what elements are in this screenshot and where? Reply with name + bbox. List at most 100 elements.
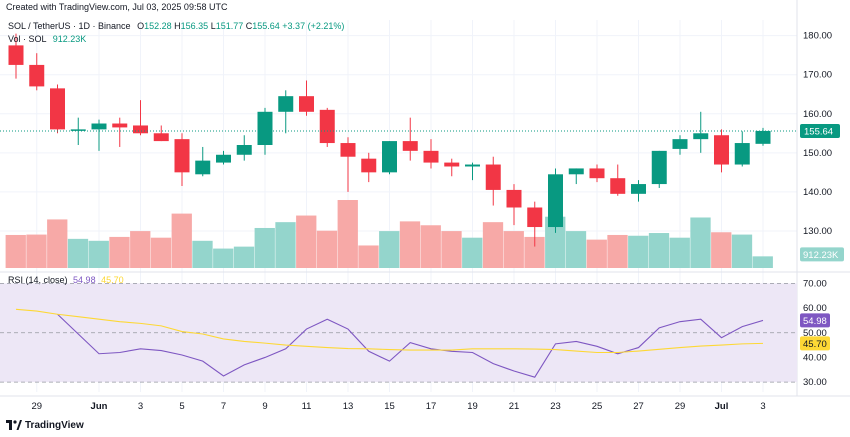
- time-tick-label: 29: [31, 401, 42, 412]
- volume-bar: [524, 236, 545, 268]
- candle-body: [527, 207, 543, 228]
- volume-bar: [130, 231, 151, 268]
- volume-bar: [462, 237, 483, 268]
- open-value: 152.28: [144, 21, 172, 31]
- time-tick-label: Jul: [715, 401, 729, 412]
- candle-body: [734, 143, 750, 165]
- rsi-tick-label: 30.00: [803, 377, 827, 388]
- rsi-band: [0, 283, 797, 383]
- symbol-title[interactable]: SOL / TetherUS · 1D · Binance: [8, 21, 131, 31]
- candle-body: [8, 45, 24, 65]
- candle-body: [755, 130, 771, 144]
- candle-body: [195, 160, 211, 175]
- open-label: O: [137, 21, 145, 31]
- candle-body: [236, 145, 252, 155]
- ohlc-legend: SOL / TetherUS · 1D · Binance O152.28 H1…: [8, 21, 344, 31]
- candle-body: [672, 139, 688, 149]
- candle-body: [382, 141, 397, 173]
- time-tick-label: 7: [221, 401, 226, 412]
- volume-bar: [399, 221, 421, 268]
- candle-body: [631, 184, 646, 194]
- created-caption: Created with TradingView.com, Jul 03, 20…: [6, 2, 228, 12]
- candle-body: [340, 143, 356, 157]
- candle-body: [402, 141, 418, 151]
- candle-body: [651, 150, 667, 185]
- time-tick-label: 25: [592, 401, 603, 412]
- volume-bar: [192, 240, 213, 268]
- volume-bar: [441, 231, 462, 268]
- candle-body: [485, 164, 501, 190]
- volume-bar: [150, 237, 172, 268]
- candle-body: [610, 178, 626, 194]
- rsi-ma-tag: [800, 336, 830, 351]
- candle-body: [70, 129, 86, 131]
- candle-body: [548, 174, 563, 228]
- change-value: +3.37 (+2.21%): [282, 21, 345, 31]
- rsi-ma-legend-value: 45.70: [101, 275, 124, 285]
- candle-body: [465, 164, 480, 167]
- price-tick-label: 140.00: [803, 187, 832, 198]
- time-tick-label: 3: [760, 401, 765, 412]
- candle-body: [319, 109, 335, 144]
- candle-body: [361, 158, 377, 173]
- volume-bar: [67, 238, 89, 268]
- tradingview-logo-text: TradingView: [25, 419, 84, 431]
- volume-legend: Vol · SOL 912.23K: [8, 34, 86, 44]
- time-tick-label: 27: [633, 401, 644, 412]
- rsi-legend-value: 54.98: [73, 275, 96, 285]
- volume-bar: [47, 219, 68, 268]
- candle-body: [299, 96, 314, 112]
- volume-bar: [316, 230, 338, 268]
- volume-bar: [26, 234, 47, 268]
- candle-body: [112, 123, 128, 128]
- time-tick-label: 23: [550, 401, 561, 412]
- volume-bar: [420, 225, 441, 268]
- volume-bar: [275, 222, 296, 268]
- time-tick-label: 13: [343, 401, 354, 412]
- volume-bar: [88, 240, 109, 268]
- rsi-legend-label[interactable]: RSI (14, close): [8, 275, 68, 285]
- rsi-tick-label: 50.00: [803, 328, 827, 339]
- volume-bar: [337, 200, 358, 268]
- volume-bar: [109, 236, 130, 268]
- high-value: 156.35: [180, 21, 209, 31]
- candle-body: [568, 168, 584, 175]
- candle-body: [693, 133, 709, 140]
- time-tick-label: 9: [262, 401, 267, 412]
- volume-label[interactable]: Vol · SOL: [8, 34, 47, 44]
- candle-body: [216, 154, 231, 163]
- tradingview-logo[interactable]: TradingView: [6, 418, 84, 432]
- rsi-value-tag-label: 54.98: [803, 316, 827, 327]
- rsi-ma-line: [15, 308, 764, 354]
- volume-bar: [711, 232, 732, 268]
- price-tick-label: 160.00: [803, 109, 832, 120]
- volume-bar: [233, 246, 255, 268]
- volume-bar: [213, 248, 234, 268]
- volume-bar: [648, 233, 670, 268]
- tradingview-logo-icon: [6, 420, 22, 430]
- volume-bar: [296, 215, 317, 268]
- low-label: L: [210, 21, 216, 31]
- volume-bar: [503, 231, 524, 268]
- rsi-legend: RSI (14, close) 54.98 45.70: [8, 275, 124, 285]
- time-tick-label: 3: [138, 401, 143, 412]
- volume-bar: [586, 239, 607, 268]
- time-tick-label: 21: [509, 401, 520, 412]
- candle-body: [91, 123, 107, 130]
- low-value: 151.77: [215, 21, 244, 31]
- volume-bar: [565, 231, 587, 268]
- volume-bar: [731, 234, 753, 268]
- volume-bar: [171, 213, 192, 268]
- time-tick-label: Jun: [91, 401, 108, 412]
- rsi-line: [57, 313, 764, 378]
- price-tick-label: 170.00: [803, 70, 832, 81]
- volume-bar: [358, 245, 379, 268]
- candle-body: [444, 162, 460, 167]
- price-tick-label: 150.00: [803, 148, 832, 159]
- last-price-tag: [800, 123, 840, 138]
- candle-body: [589, 168, 605, 179]
- volume-bar: [5, 234, 26, 268]
- time-tick-label: 29: [675, 401, 686, 412]
- rsi-value-tag: [800, 313, 830, 328]
